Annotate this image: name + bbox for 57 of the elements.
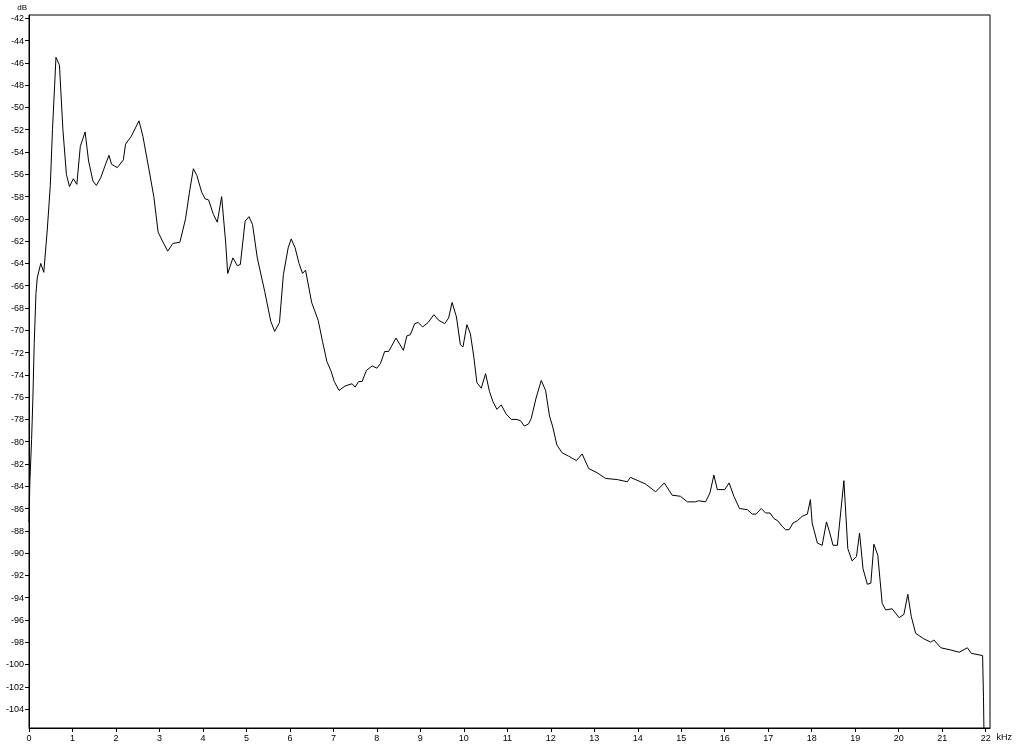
y-tick-label: -84 [10,481,24,492]
y-tick-label: -66 [10,280,24,291]
y-tick-label: -68 [10,303,24,313]
y-tick-label: -48 [10,80,24,91]
x-tick-label: 5 [243,732,249,743]
y-tick-label: -60 [10,213,24,224]
x-tick-label: 3 [156,732,162,743]
y-tick-label: -102 [5,681,24,692]
y-tick-label: -94 [10,592,24,603]
y-tick-label: -52 [10,124,24,135]
y-tick-label: -74 [10,369,24,380]
x-tick-label: 8 [374,732,380,743]
x-tick-label: 10 [458,732,469,743]
x-tick-label: 20 [893,732,904,743]
y-tick-label: -80 [10,436,24,447]
x-tick-label: 16 [719,732,730,743]
y-tick-label: -78 [10,414,24,425]
x-tick-label: 9 [417,732,423,743]
y-tick-label: -76 [10,392,24,403]
x-tick-label: 11 [502,732,512,743]
x-tick-label: 7 [330,732,336,743]
x-tick-label: 21 [937,732,948,743]
y-tick-label: -62 [10,236,24,247]
x-tick-label: 2 [113,732,119,743]
y-tick-label: -104 [5,704,24,715]
y-tick-label: -64 [10,258,24,269]
x-tick-label: 0 [26,732,32,743]
x-tick-label: 4 [200,732,206,743]
x-tick-label: 6 [287,732,293,743]
y-axis-title: dB [17,2,27,12]
y-tick-label: -90 [10,548,24,559]
y-tick-label: -54 [10,147,24,158]
y-tick-label: -42 [10,13,24,24]
x-tick-label: 1 [69,732,75,743]
x-tick-label: 15 [676,732,687,743]
y-tick-label: -72 [10,347,24,358]
y-tick-label: -46 [10,57,24,68]
x-tick-label: 17 [763,732,774,743]
y-tick-label: -92 [10,570,24,581]
x-tick-label: 12 [545,732,556,743]
y-tick-label: -50 [10,102,24,113]
y-tick-label: -56 [10,169,24,180]
y-tick-label: -44 [10,35,24,46]
x-tick-label: 22 [980,732,991,743]
y-tick-label: -88 [10,525,24,536]
y-tick-label: -98 [10,637,24,648]
y-tick-label: -86 [10,503,24,514]
x-tick-label: 14 [632,732,643,743]
y-tick-label: -58 [10,191,24,202]
x-tick-label: 18 [806,732,817,743]
x-axis-title: kHz [996,731,1013,742]
y-tick-label: -70 [10,325,24,336]
y-tick-label: -82 [10,458,24,469]
y-tick-label: -100 [5,659,24,670]
x-tick-label: 19 [850,732,861,743]
x-tick-label: 13 [589,732,600,743]
y-tick-label: -96 [10,614,24,625]
